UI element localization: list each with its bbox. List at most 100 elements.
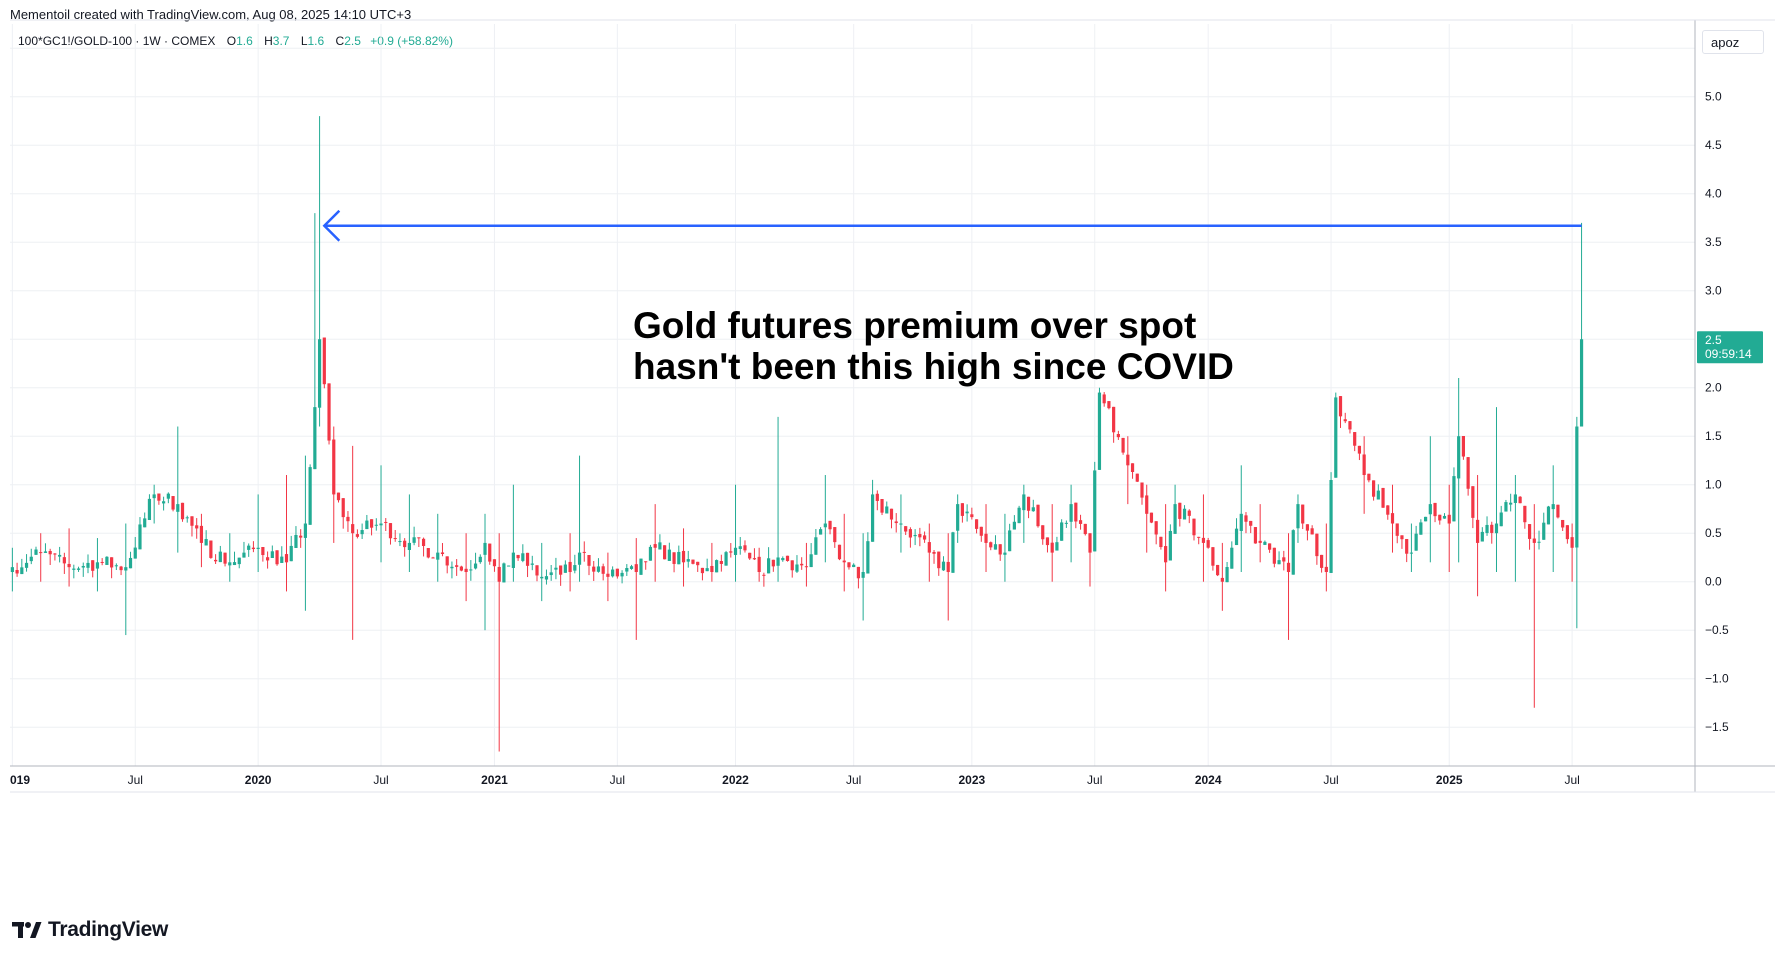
candle-body	[611, 569, 615, 577]
candle	[223, 552, 227, 567]
candle	[998, 544, 1002, 561]
candle-body	[176, 504, 180, 512]
candle-body	[767, 558, 771, 574]
candle-body	[856, 566, 861, 579]
candle	[577, 455, 582, 582]
close-label: C	[335, 34, 345, 48]
candle-body	[450, 566, 454, 569]
candle	[738, 537, 742, 555]
candle-body	[733, 547, 738, 555]
candle	[1220, 542, 1224, 611]
candle	[970, 507, 974, 520]
candle-body	[1395, 523, 1399, 536]
candle-body	[1154, 521, 1158, 535]
candle	[261, 547, 265, 562]
candle	[1527, 524, 1532, 550]
candle-body	[351, 524, 355, 534]
candle-body	[1433, 502, 1437, 517]
candle-body	[195, 525, 199, 529]
candle	[110, 557, 114, 579]
candle	[1121, 437, 1125, 455]
candle	[1097, 387, 1102, 470]
candle	[1390, 484, 1395, 553]
candle-body	[776, 557, 780, 566]
candle	[1556, 504, 1560, 519]
candle-body	[1130, 463, 1135, 472]
candle-body	[15, 570, 19, 574]
candle	[554, 557, 558, 580]
candle-body	[615, 568, 619, 577]
candle	[965, 504, 969, 522]
candle-body	[951, 532, 955, 573]
candle-body	[1055, 542, 1059, 551]
candle-body	[885, 506, 889, 514]
candle-body	[1197, 536, 1201, 538]
candle	[587, 555, 591, 576]
candle-body	[1461, 436, 1466, 457]
candle	[351, 445, 355, 640]
candle	[1334, 392, 1338, 478]
candle	[658, 534, 662, 550]
candle-body	[870, 494, 875, 542]
candle-body	[762, 574, 766, 576]
candle	[1438, 514, 1442, 525]
candle-body	[190, 516, 194, 526]
candle	[875, 490, 879, 511]
candle-body	[110, 557, 114, 568]
candle-body	[1220, 577, 1224, 582]
candle-body	[204, 539, 208, 546]
candle-body	[185, 517, 189, 519]
candle	[625, 564, 629, 576]
candle	[1357, 445, 1362, 461]
candle	[648, 544, 653, 561]
candle	[289, 535, 293, 562]
candle-body	[965, 511, 969, 514]
candle	[1537, 530, 1541, 550]
candle	[573, 554, 577, 574]
candle-body	[535, 565, 539, 576]
candle	[1457, 378, 1461, 563]
candle-body	[847, 562, 851, 568]
candle	[795, 555, 799, 573]
candle-body	[653, 544, 657, 548]
candle-body	[379, 523, 383, 526]
candle	[1480, 527, 1484, 542]
candle	[932, 549, 936, 564]
candle-body	[823, 523, 827, 528]
symbol-name[interactable]: 100*GC1!/GOLD-100 · 1W · COMEX	[18, 34, 216, 48]
candle-body	[960, 503, 964, 516]
candle-body	[369, 519, 374, 528]
candle-body	[1362, 454, 1366, 476]
chart-annotation-line: hasn't been this high since COVID	[633, 346, 1234, 387]
candle	[379, 465, 383, 563]
candle-body	[265, 557, 270, 561]
candle	[1485, 516, 1489, 536]
candle	[1367, 473, 1371, 483]
candle	[776, 416, 780, 582]
candle	[360, 523, 364, 540]
candle-body	[1532, 538, 1536, 543]
candle	[497, 533, 501, 752]
candle	[525, 552, 530, 578]
candle-body	[43, 551, 48, 553]
candle	[492, 559, 497, 572]
candle-body	[251, 547, 256, 550]
candle-body	[1003, 552, 1007, 555]
x-tick-label: 019	[10, 773, 30, 787]
candle	[733, 484, 738, 582]
candle	[1126, 436, 1130, 505]
candle-body	[100, 561, 104, 563]
candle-body	[956, 504, 960, 531]
candle-body	[1296, 504, 1300, 529]
candle-body	[1305, 524, 1310, 531]
candle	[521, 544, 525, 563]
candle	[1433, 502, 1437, 523]
candle	[743, 540, 747, 553]
candle	[885, 501, 889, 514]
tradingview-logo[interactable]: TradingView	[12, 918, 168, 942]
candle-body	[639, 558, 643, 575]
last-price-bg	[1697, 331, 1763, 364]
unit-selector[interactable]: apoz	[1702, 30, 1764, 54]
candle	[1178, 502, 1182, 527]
